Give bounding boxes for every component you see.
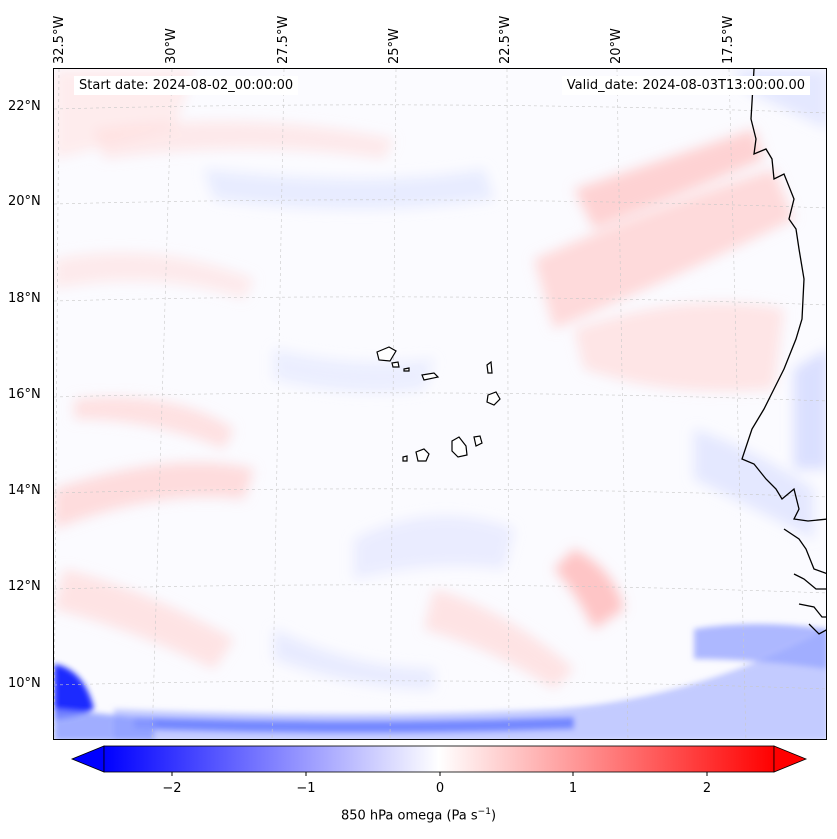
lat-label: 18°N (8, 291, 41, 306)
lon-label: 32.5°W (52, 15, 67, 64)
colorbar-tick-label: −2 (162, 781, 182, 796)
lon-label: 17.5°W (721, 15, 736, 64)
lon-label: 30°W (164, 28, 179, 64)
colorbar-label-close: ) (490, 808, 497, 824)
colorbar-max-extend (773, 745, 808, 773)
colorbar-tick-label: 1 (568, 781, 578, 796)
gridlines (54, 69, 826, 739)
colorbar-tick-label: 2 (702, 781, 712, 796)
lon-label: 22.5°W (498, 15, 513, 64)
cape-verde-islands (376, 346, 501, 462)
lat-label: 20°N (8, 194, 41, 209)
colorbar-gradient (103, 745, 775, 773)
colorbar-label-text: 850 hPa omega (Pa s (340, 808, 478, 824)
lon-label: 25°W (387, 28, 402, 64)
lat-label: 22°N (8, 99, 41, 114)
start-date-label: Start date: 2024-08-02_00:00:00 (74, 76, 299, 95)
lat-label: 16°N (8, 387, 41, 402)
lat-label: 12°N (8, 579, 41, 594)
lon-label: 20°W (609, 28, 624, 64)
map-panel[interactable] (53, 68, 827, 740)
colorbar-tick-label: 0 (435, 781, 445, 796)
colorbar-tick-label: −1 (296, 781, 316, 796)
coastline (741, 69, 826, 635)
itcz-band (54, 624, 826, 739)
colorbar-min-extend (70, 745, 105, 773)
omega-field-map (54, 69, 826, 739)
lat-label: 10°N (8, 676, 41, 691)
lat-label: 14°N (8, 483, 41, 498)
valid-date-label: Valid_date: 2024-08-03T13:00:00.00 (561, 76, 810, 95)
colorbar-label-exponent: −1 (477, 807, 491, 817)
colorbar (70, 745, 808, 776)
omega-field (54, 69, 826, 689)
colorbar-label: 850 hPa omega (Pa s−1) (0, 807, 837, 823)
lon-label: 27.5°W (276, 15, 291, 64)
